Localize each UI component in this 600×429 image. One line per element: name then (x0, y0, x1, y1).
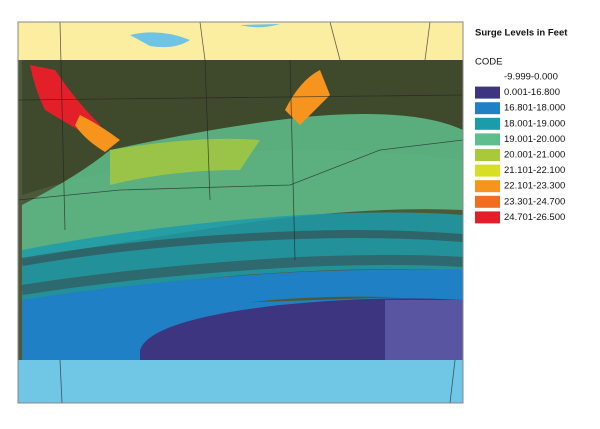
legend-label: 24.701-26.500 (504, 212, 565, 223)
legend-swatch (475, 117, 500, 130)
surge-purple-light (385, 300, 463, 360)
legend-swatch (475, 133, 500, 146)
legend-label: 22.101-23.300 (504, 181, 565, 192)
legend-label: 23.301-24.700 (504, 196, 565, 207)
legend-swatch (475, 180, 500, 193)
legend-swatch (475, 102, 500, 115)
legend: Surge Levels in Feet CODE -9.999-0.000 0.… (475, 28, 568, 224)
legend-label: 16.801-18.000 (504, 103, 565, 114)
legend-label: 19.001-20.000 (504, 134, 565, 145)
surge-orange-2 (285, 70, 330, 125)
coast (21, 255, 464, 295)
legend-label: -9.999-0.000 (504, 72, 558, 83)
legend-label: 0.001-16.800 (504, 87, 560, 98)
map (17, 21, 464, 404)
barrier-island (21, 230, 464, 266)
legend-label: 21.101-22.100 (504, 165, 565, 176)
legend-title: Surge Levels in Feet (475, 28, 568, 39)
lake (130, 24, 280, 48)
legend-swatch (475, 211, 500, 224)
gulf (18, 360, 463, 403)
legend-swatch (475, 86, 500, 99)
surge-orange (75, 115, 120, 152)
legend-swatch (475, 164, 500, 177)
surge-yellow (110, 138, 260, 185)
roads (17, 21, 464, 404)
surge-purple (140, 298, 463, 360)
legend-subtitle: CODE (475, 57, 502, 68)
map-frame (17, 21, 464, 404)
legend-swatch (475, 195, 500, 208)
legend-swatch (475, 149, 500, 161)
legend-label: 20.001-21.000 (504, 150, 565, 161)
legend-label: 18.001-19.000 (504, 118, 565, 129)
